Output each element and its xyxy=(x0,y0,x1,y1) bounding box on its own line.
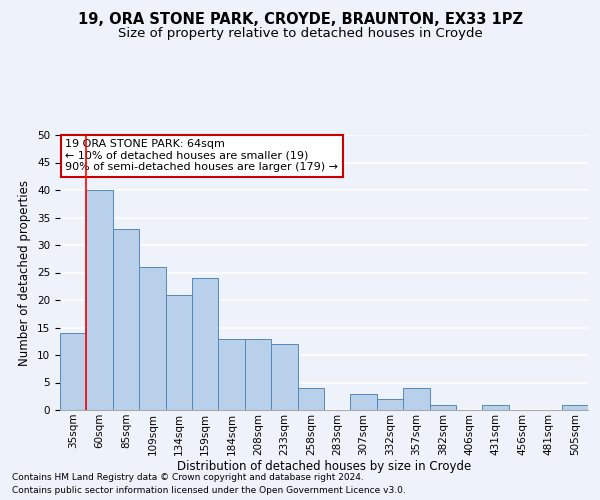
Bar xyxy=(298,388,324,410)
Bar xyxy=(139,267,166,410)
Bar xyxy=(350,394,377,410)
Text: Size of property relative to detached houses in Croyde: Size of property relative to detached ho… xyxy=(118,28,482,40)
Bar xyxy=(430,404,456,410)
Text: Contains HM Land Registry data © Crown copyright and database right 2024.: Contains HM Land Registry data © Crown c… xyxy=(12,474,364,482)
Bar xyxy=(245,338,271,410)
Text: Contains public sector information licensed under the Open Government Licence v3: Contains public sector information licen… xyxy=(12,486,406,495)
Bar xyxy=(192,278,218,410)
Bar xyxy=(562,404,588,410)
Y-axis label: Number of detached properties: Number of detached properties xyxy=(19,180,31,366)
Text: 19 ORA STONE PARK: 64sqm
← 10% of detached houses are smaller (19)
90% of semi-d: 19 ORA STONE PARK: 64sqm ← 10% of detach… xyxy=(65,139,338,172)
Bar xyxy=(86,190,113,410)
Bar xyxy=(482,404,509,410)
Bar xyxy=(218,338,245,410)
Bar xyxy=(113,228,139,410)
Bar xyxy=(403,388,430,410)
Text: 19, ORA STONE PARK, CROYDE, BRAUNTON, EX33 1PZ: 19, ORA STONE PARK, CROYDE, BRAUNTON, EX… xyxy=(77,12,523,28)
Bar xyxy=(271,344,298,410)
Bar xyxy=(377,399,403,410)
X-axis label: Distribution of detached houses by size in Croyde: Distribution of detached houses by size … xyxy=(177,460,471,473)
Bar xyxy=(166,294,192,410)
Bar xyxy=(60,333,86,410)
